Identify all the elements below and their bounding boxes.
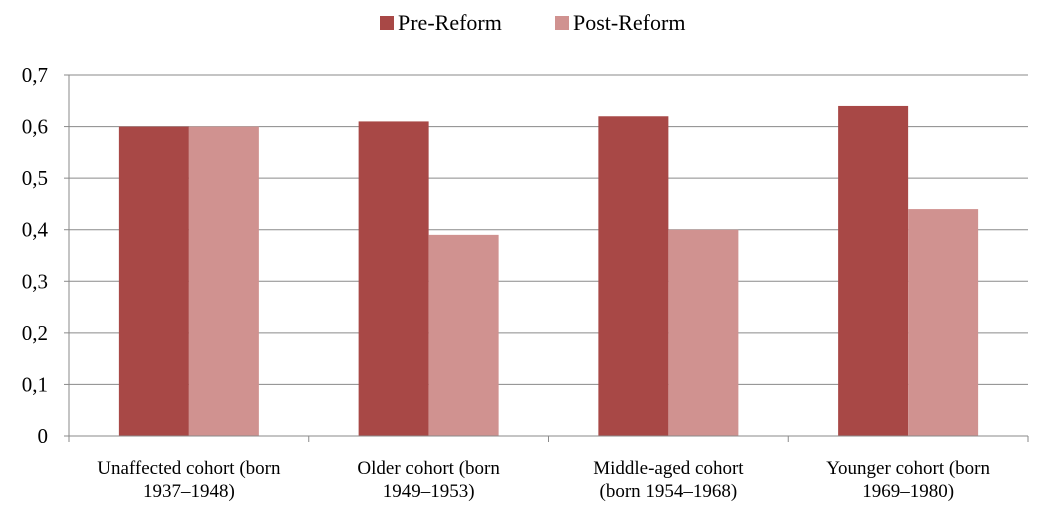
bar-pre-reform bbox=[358, 121, 429, 437]
bar-pre-reform bbox=[118, 126, 189, 437]
y-tick-label: 0,3 bbox=[22, 269, 48, 293]
legend-swatch bbox=[380, 16, 394, 30]
x-tick-labels: Unaffected cohort (born 1937–1948) Older c… bbox=[97, 458, 990, 502]
bar-pre-reform bbox=[598, 116, 669, 436]
legend-swatch bbox=[555, 16, 569, 30]
bar-pre-reform bbox=[838, 105, 909, 436]
y-tick-label: 0,1 bbox=[22, 372, 48, 396]
y-tick-labels: 0 0,1 0,2 0,3 0,4 0,5 0,6 0,7 bbox=[22, 63, 49, 448]
axes bbox=[64, 74, 1029, 442]
legend: Pre-Reform Post-Reform bbox=[380, 10, 685, 35]
y-tick-label: 0,7 bbox=[22, 63, 48, 87]
legend-label: Pre-Reform bbox=[398, 10, 502, 35]
legend-label: Post-Reform bbox=[573, 10, 685, 35]
bar-post-reform bbox=[188, 126, 259, 437]
y-tick-label: 0,2 bbox=[22, 321, 48, 345]
bars bbox=[118, 105, 979, 437]
y-tick-label: 0 bbox=[38, 424, 49, 448]
x-tick-label: Older cohort (born 1949–1953) bbox=[357, 458, 500, 502]
y-tick-label: 0,6 bbox=[22, 115, 48, 139]
y-tick-label: 0,4 bbox=[22, 218, 49, 242]
x-tick-label: Middle-aged cohort (born 1954–1968) bbox=[593, 458, 744, 502]
x-tick-label: Unaffected cohort (born 1937–1948) bbox=[97, 458, 281, 502]
bar-post-reform bbox=[428, 234, 499, 436]
bar-post-reform bbox=[908, 209, 979, 436]
x-tick-label: Younger cohort (born 1969–1980) bbox=[826, 458, 990, 502]
y-tick-label: 0,5 bbox=[22, 166, 48, 190]
bar-post-reform bbox=[668, 229, 739, 436]
